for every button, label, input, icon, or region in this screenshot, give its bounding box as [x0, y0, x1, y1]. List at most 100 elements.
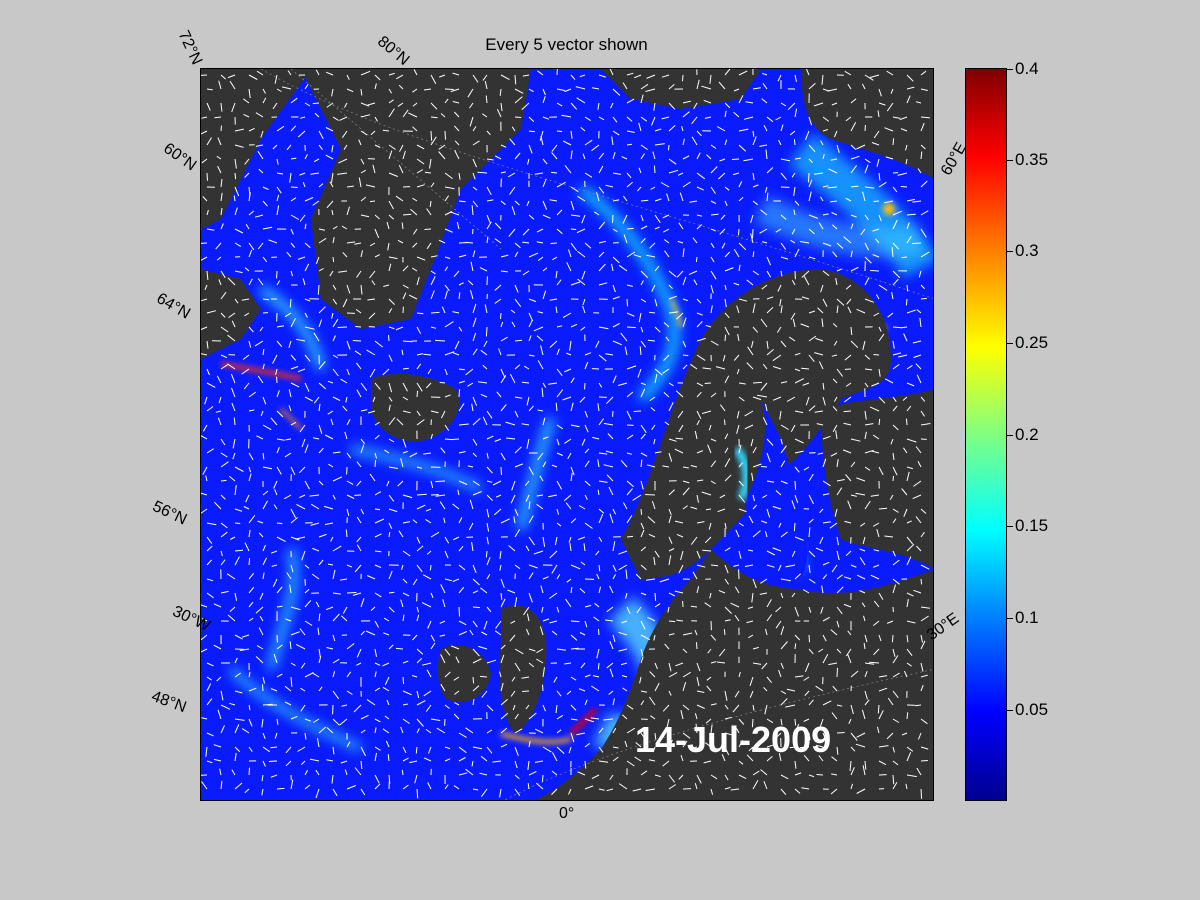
current-vector — [707, 444, 712, 454]
current-vector — [706, 676, 712, 681]
current-vector — [206, 522, 217, 526]
current-vector — [775, 490, 782, 496]
current-vector — [869, 74, 880, 78]
current-vector — [424, 171, 432, 174]
current-vector — [326, 727, 334, 734]
current-vector — [332, 476, 343, 482]
current-vector — [304, 620, 313, 626]
current-vector — [234, 724, 240, 734]
current-vector — [287, 70, 292, 76]
current-vector — [780, 256, 789, 260]
current-vector — [248, 718, 253, 727]
current-vector — [662, 760, 670, 767]
current-vector — [273, 480, 278, 489]
current-vector — [374, 491, 382, 496]
current-vector — [901, 326, 908, 329]
current-vector — [626, 760, 635, 767]
current-vector — [920, 396, 926, 402]
current-vector — [494, 630, 502, 636]
current-vector — [724, 716, 732, 720]
current-vector — [270, 417, 278, 426]
current-vector — [480, 587, 488, 594]
current-vector — [592, 436, 600, 440]
current-vector — [744, 564, 754, 567]
current-vector — [500, 200, 506, 205]
current-vector — [360, 70, 371, 76]
current-vector — [458, 380, 465, 384]
current-vector — [258, 532, 264, 538]
current-vector — [244, 267, 250, 272]
current-vector — [454, 140, 460, 146]
current-vector — [785, 564, 796, 568]
current-vector — [724, 458, 731, 468]
current-vector — [556, 606, 560, 613]
current-vector — [847, 306, 852, 314]
current-vector — [536, 241, 544, 244]
current-vector — [440, 683, 446, 692]
current-vector — [556, 368, 563, 377]
current-vector — [646, 578, 656, 581]
current-vector — [752, 504, 758, 510]
current-vector — [901, 488, 908, 496]
current-vector — [542, 746, 552, 753]
current-vector — [682, 740, 688, 748]
current-vector — [241, 728, 250, 734]
current-vector — [708, 522, 712, 530]
current-vector — [500, 74, 510, 81]
current-vector — [430, 718, 441, 721]
current-vector — [290, 270, 294, 277]
current-vector — [618, 648, 628, 652]
current-vector — [906, 543, 915, 552]
current-vector — [906, 74, 914, 82]
current-vector — [873, 648, 880, 656]
map-panel[interactable]: 14-Jul-2009 — [200, 68, 934, 801]
current-vector — [710, 788, 714, 795]
current-vector — [327, 380, 334, 384]
current-vector — [332, 658, 340, 664]
current-vector — [584, 352, 592, 356]
current-vector — [216, 676, 222, 682]
current-vector — [248, 127, 255, 132]
current-vector — [649, 242, 656, 249]
current-vector — [206, 172, 208, 181]
current-vector — [892, 718, 900, 723]
current-vector — [496, 391, 502, 398]
current-vector — [330, 536, 334, 542]
current-vector — [654, 592, 657, 601]
current-vector — [467, 88, 474, 98]
current-vector — [718, 172, 726, 180]
current-vector — [297, 130, 306, 138]
current-vector — [597, 459, 600, 468]
current-vector — [864, 277, 870, 286]
current-vector — [416, 158, 425, 165]
current-vector — [640, 546, 647, 552]
current-vector — [248, 210, 255, 216]
current-vector — [304, 298, 311, 302]
current-vector — [668, 402, 674, 412]
cb-tick — [1007, 435, 1013, 436]
current-vector — [621, 156, 628, 160]
current-vector — [710, 305, 713, 314]
current-vector — [234, 466, 244, 472]
current-vector — [790, 424, 796, 432]
current-vector — [234, 782, 243, 790]
current-vector — [850, 266, 859, 272]
current-vector — [258, 168, 264, 174]
current-vector — [374, 752, 377, 762]
current-vector — [318, 382, 327, 390]
current-vector — [696, 450, 704, 454]
current-vector — [486, 494, 494, 502]
current-vector — [843, 576, 852, 580]
current-vector — [752, 87, 761, 90]
current-vector — [430, 311, 440, 314]
current-vector — [304, 312, 308, 318]
current-vector — [296, 338, 306, 342]
current-vector — [861, 602, 866, 608]
current-vector — [499, 564, 502, 571]
current-vector — [257, 278, 264, 286]
current-vector — [542, 96, 546, 104]
current-vector — [724, 375, 730, 384]
current-vector — [584, 522, 593, 529]
current-vector — [421, 602, 432, 608]
current-vector — [369, 270, 376, 279]
